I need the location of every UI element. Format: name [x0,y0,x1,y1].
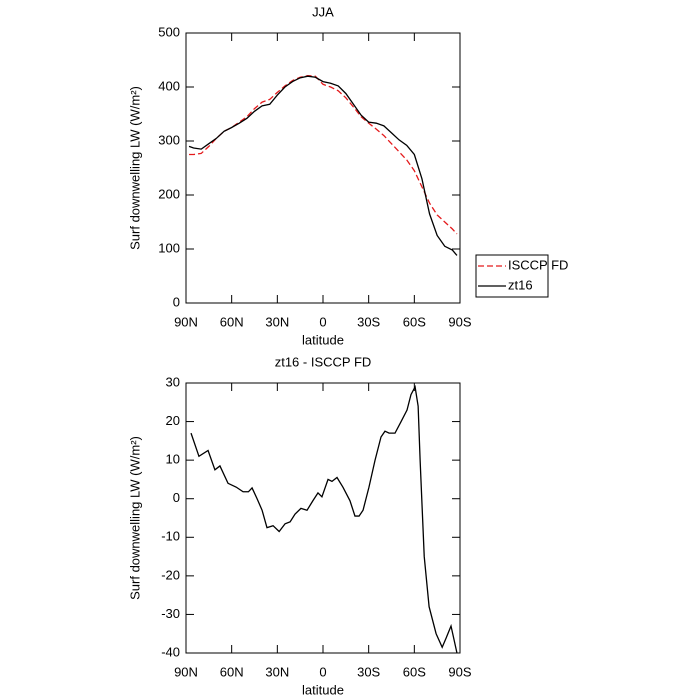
y-tick-label: 10 [166,452,180,467]
y-tick-label: 300 [158,132,180,147]
x-tick-label: 30N [265,664,289,679]
x-tick-label: 90S [448,314,471,329]
data-line [188,75,458,256]
x-axis-label: latitude [302,682,344,697]
y-tick-label: -30 [161,606,180,621]
x-tick-label: 30N [265,314,289,329]
x-tick-label: 0 [319,314,326,329]
chart-title: zt16 - ISCCP FD [275,354,372,369]
y-tick-label: 400 [158,78,180,93]
x-tick-label: 60N [220,664,244,679]
y-tick-label: -20 [161,567,180,582]
y-tick-label: 100 [158,240,180,255]
chart-title: JJA [312,4,334,19]
y-tick-label: -40 [161,644,180,659]
x-tick-label: 90N [174,314,198,329]
y-tick-label: 30 [166,374,180,389]
y-tick-label: 20 [166,413,180,428]
y-tick-label: 500 [158,24,180,39]
y-tick-label: 0 [173,490,180,505]
x-axis-label: latitude [302,332,344,347]
data-line [189,75,458,235]
x-tick-label: 60N [220,314,244,329]
x-tick-label: 60S [403,664,426,679]
y-axis-label: Surf downwelling LW (W/m²) [127,86,142,250]
y-tick-label: 0 [173,294,180,309]
y-tick-label: 200 [158,186,180,201]
x-tick-label: 30S [357,664,380,679]
x-tick-label: 60S [403,314,426,329]
y-axis-label: Surf downwelling LW (W/m²) [127,436,142,600]
legend-label: zt16 [508,277,533,292]
x-tick-label: 90S [448,664,471,679]
legend-box [475,254,549,298]
x-tick-label: 90N [174,664,198,679]
data-line [190,384,458,654]
legend-label: ISCCP FD [508,257,568,272]
y-tick-label: -10 [161,529,180,544]
x-tick-label: 0 [319,664,326,679]
x-tick-label: 30S [357,314,380,329]
